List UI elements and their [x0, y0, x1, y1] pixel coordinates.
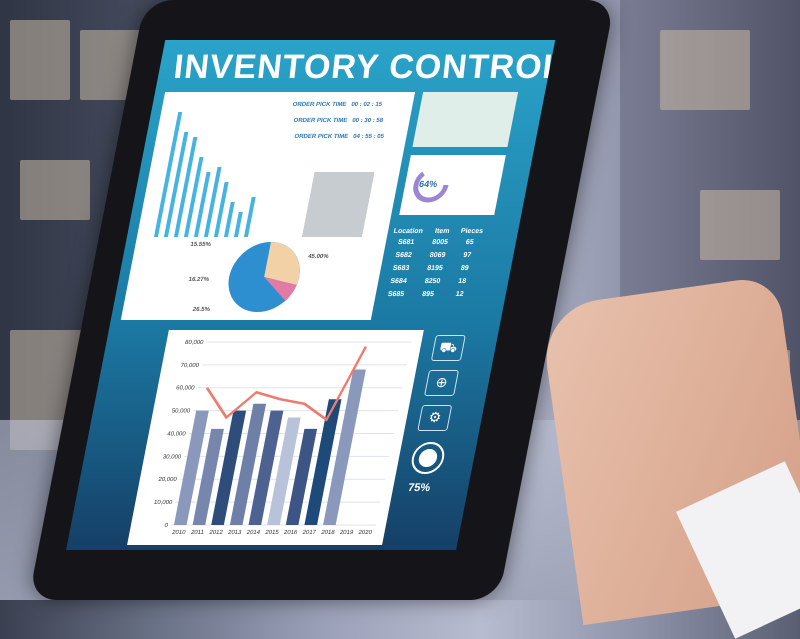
gauge-widget: 64% — [399, 155, 506, 215]
bar — [285, 428, 318, 525]
gear-icon[interactable]: ⚙ — [417, 405, 453, 431]
y-tick-label: 60,000 — [176, 386, 196, 392]
x-tick-label: 2011 — [190, 530, 205, 536]
y-tick-label: 70,000 — [180, 363, 200, 369]
x-tick-label: 2018 — [321, 530, 336, 536]
map-widget[interactable] — [412, 92, 519, 147]
dashboard-panel: ORDER PICK TIME 00 : 02 : 15 ORDER PICK … — [120, 92, 416, 320]
bar — [267, 417, 301, 525]
y-tick-label: 80,000 — [184, 340, 204, 346]
table-row: S682 8069 97 — [394, 252, 472, 259]
x-tick-label: 2019 — [339, 530, 354, 536]
y-tick-label: 30,000 — [162, 454, 182, 460]
table-row: S684 8250 18 — [389, 278, 467, 285]
bar — [248, 410, 284, 525]
sales-chart-panel: 0 10,000 20,000 30,000 40,000 50,000 60,000 70,… — [127, 330, 424, 545]
bar — [229, 403, 267, 525]
y-tick-label: 20,000 — [158, 477, 178, 483]
tablet: INVENTORY CONTROL ORDER PICK TIME 00 : 0… — [28, 0, 615, 600]
pie-chart — [228, 242, 300, 312]
bar-chart-small — [153, 112, 256, 237]
pick-time-2: ORDER PICK TIME 00 : 30 : 58 — [292, 118, 384, 124]
bar — [192, 428, 224, 525]
bar — [173, 410, 209, 525]
x-tick-label: 2012 — [209, 530, 224, 536]
pick-time-3: ORDER PICK TIME 04 : 55 : 05 — [293, 134, 385, 140]
x-tick-label: 2017 — [302, 530, 317, 536]
trend-line — [205, 346, 368, 422]
pick-time-1: ORDER PICK TIME 00 : 02 : 15 — [292, 102, 383, 108]
y-tick-label: 0 — [164, 523, 169, 529]
x-tick-label: 2010 — [171, 530, 186, 536]
tablet-screen: INVENTORY CONTROL ORDER PICK TIME 00 : 0… — [66, 40, 556, 550]
gauge-percent: 64% — [418, 179, 439, 189]
globe-icon[interactable]: ⊕ — [424, 370, 460, 396]
table-row: S683 8195 89 — [392, 265, 470, 272]
x-tick-label: 2020 — [358, 530, 373, 536]
bar — [304, 399, 342, 525]
sales-chart: 0 10,000 20,000 30,000 40,000 50,000 60,000 70,… — [153, 340, 412, 536]
table-row: S685 895 12 — [387, 291, 465, 298]
y-tick-label: 40,000 — [167, 432, 187, 438]
truck-icon[interactable]: ⛟ — [430, 335, 466, 361]
x-tick-label: 2014 — [246, 530, 261, 536]
table-row: S681 8005 65 — [397, 239, 475, 246]
bar — [211, 410, 247, 525]
x-tick-label: 2013 — [227, 530, 242, 536]
y-tick-label: 50,000 — [171, 409, 191, 415]
page-title: INVENTORY CONTROL — [171, 48, 556, 86]
bar — [323, 369, 366, 526]
y-tick-label: 10,000 — [153, 500, 173, 506]
inventory-table: Location Item Pieces S681 8005 65 S682 8069 97… — [376, 226, 487, 302]
side-percent: 75% — [406, 482, 432, 494]
floor-plan — [301, 172, 375, 237]
x-tick-label: 2015 — [265, 530, 280, 536]
circle-icon[interactable] — [408, 442, 448, 474]
x-tick-label: 2016 — [283, 530, 298, 536]
